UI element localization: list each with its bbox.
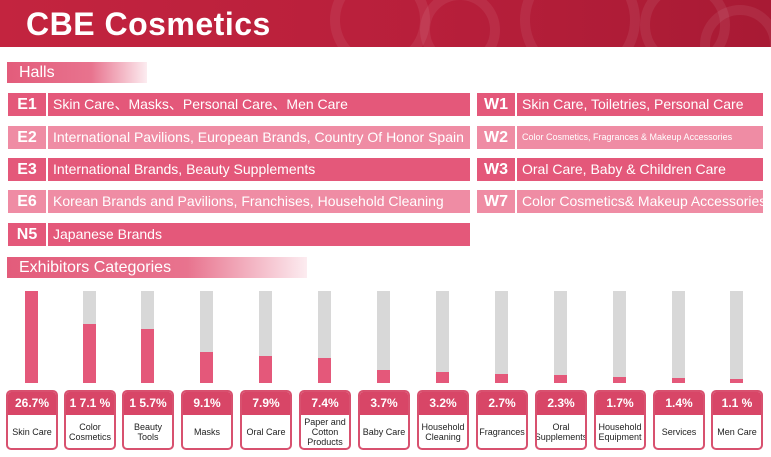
hall-row-n5: N5 Japanese Brands xyxy=(8,223,470,246)
category-percentage: 7.4% xyxy=(301,392,349,415)
category-label: Skin Care xyxy=(12,426,52,437)
category-percentage: 1 5.7% xyxy=(124,392,172,415)
hall-row-w2: W2 Color Cosmetics, Fragrances & Makeup A… xyxy=(477,126,763,149)
category-card: 9.1% Masks xyxy=(181,390,233,450)
bar-track xyxy=(141,291,154,383)
bar-fill xyxy=(672,378,685,383)
bar-track xyxy=(377,291,390,383)
category-percentage: 2.7% xyxy=(478,392,526,415)
category-card: 1.7% Household Equipment xyxy=(594,390,646,450)
hall-description: Color Cosmetics, Fragrances & Makeup Acc… xyxy=(517,126,763,149)
bar-track xyxy=(200,291,213,383)
category-card: 2.7% Fragrances xyxy=(476,390,528,450)
category-label: Color Cosmetics xyxy=(68,421,111,442)
category-card: 1.1 % Men Care xyxy=(711,390,763,450)
category-card: 3.2% Household Cleaning xyxy=(417,390,469,450)
hall-code: E3 xyxy=(8,158,46,181)
hall-row-e6: E6 Korean Brands and Pavilions, Franchise… xyxy=(8,190,470,213)
hall-code: W7 xyxy=(477,190,515,213)
category-label: Household Equipment xyxy=(598,421,642,442)
hall-row-w7: W7 Color Cosmetics& Makeup Accessories xyxy=(477,190,763,213)
category-card: 2.3% Oral Supplements xyxy=(535,390,587,450)
hall-description: Oral Care, Baby & Children Care xyxy=(517,158,763,181)
bar-fill xyxy=(25,291,38,383)
bar-fill xyxy=(495,373,508,383)
category-label: Beauty Tools xyxy=(133,421,163,442)
bar-fill xyxy=(318,357,331,383)
category-percentage: 9.1% xyxy=(183,392,231,415)
bar-fill xyxy=(554,375,567,383)
category-card: 7.9% Oral Care xyxy=(240,390,292,450)
page-title: CBE Cosmetics xyxy=(26,6,271,42)
bar-track xyxy=(436,291,449,383)
category-label: Oral Care xyxy=(246,426,286,437)
category-percentage: 3.7% xyxy=(360,392,408,415)
category-percentage: 2.3% xyxy=(537,392,585,415)
hall-description: Japanese Brands xyxy=(48,223,470,246)
category-percentage: 26.7% xyxy=(8,392,56,415)
bar-track xyxy=(554,291,567,383)
bar-fill xyxy=(141,328,154,383)
halls-section-header: Halls xyxy=(7,62,147,83)
bar-track xyxy=(25,291,38,383)
halls-section-title: Halls xyxy=(19,64,55,81)
category-card: 7.4% Paper and Cotton Products xyxy=(299,390,351,450)
exhibitors-section-title: Exhibitors Categories xyxy=(19,259,172,276)
hall-description: Color Cosmetics& Makeup Accessories xyxy=(517,190,763,213)
hall-row-w3: W3 Oral Care, Baby & Children Care xyxy=(477,158,763,181)
bar-fill xyxy=(436,371,449,383)
hall-row-w1: W1 Skin Care, Toiletries, Personal Care xyxy=(477,93,763,116)
hall-description: Skin Care、Masks、Personal Care、Men Care xyxy=(48,93,470,116)
category-label: Masks xyxy=(193,426,220,437)
category-percentage: 1.1 % xyxy=(713,392,761,415)
category-card: 26.7% Skin Care xyxy=(6,390,58,450)
category-label: Men Care xyxy=(717,426,757,437)
category-card: 3.7% Baby Care xyxy=(358,390,410,450)
category-card: 1 5.7% Beauty Tools xyxy=(122,390,174,450)
hall-code: E6 xyxy=(8,190,46,213)
hall-code: E1 xyxy=(8,93,46,116)
hall-row-e3: E3 International Brands, Beauty Supplemen… xyxy=(8,158,470,181)
hall-row-e2: E2 International Pavilions, European Bran… xyxy=(8,126,470,149)
category-label: Oral Supplements xyxy=(535,421,587,442)
category-percentage: 1.4% xyxy=(655,392,703,415)
category-percentage: 3.2% xyxy=(419,392,467,415)
hall-description: Korean Brands and Pavilions, Franchises,… xyxy=(48,190,470,213)
hall-code: W2 xyxy=(477,126,515,149)
hall-description: Skin Care, Toiletries, Personal Care xyxy=(517,93,763,116)
bar-fill xyxy=(83,324,96,383)
hall-description: International Pavilions, European Brands… xyxy=(48,126,470,149)
bar-fill xyxy=(730,379,743,383)
bar-fill xyxy=(200,351,213,383)
bar-fill xyxy=(377,370,390,383)
bar-track xyxy=(730,291,743,383)
hall-code: N5 xyxy=(8,223,46,246)
category-percentage: 1 7.1 % xyxy=(66,392,114,415)
category-card: 1 7.1 % Color Cosmetics xyxy=(64,390,116,450)
bar-track xyxy=(613,291,626,383)
bar-track xyxy=(672,291,685,383)
hall-row-e1: E1 Skin Care、Masks、Personal Care、Men Care xyxy=(8,93,470,116)
bar-fill xyxy=(613,377,626,383)
category-card: 1.4% Services xyxy=(653,390,705,450)
hall-description: International Brands, Beauty Supplements xyxy=(48,158,470,181)
category-percentage: 1.7% xyxy=(596,392,644,415)
bar-track xyxy=(259,291,272,383)
exhibitors-section-header: Exhibitors Categories xyxy=(7,257,307,278)
hall-code: E2 xyxy=(8,126,46,149)
bar-track xyxy=(495,291,508,383)
hall-code: W1 xyxy=(477,93,515,116)
category-percentage: 7.9% xyxy=(242,392,290,415)
category-label: Services xyxy=(661,426,697,437)
category-label: Baby Care xyxy=(362,426,406,437)
bar-fill xyxy=(259,355,272,383)
bar-track xyxy=(83,291,96,383)
bar-track xyxy=(318,291,331,383)
category-label: Household Cleaning xyxy=(421,421,465,442)
category-label: Paper and Cotton Products xyxy=(304,416,346,447)
header-banner: CBE Cosmetics xyxy=(0,0,771,47)
hall-code: W3 xyxy=(477,158,515,181)
category-label: Fragrances xyxy=(479,426,525,437)
